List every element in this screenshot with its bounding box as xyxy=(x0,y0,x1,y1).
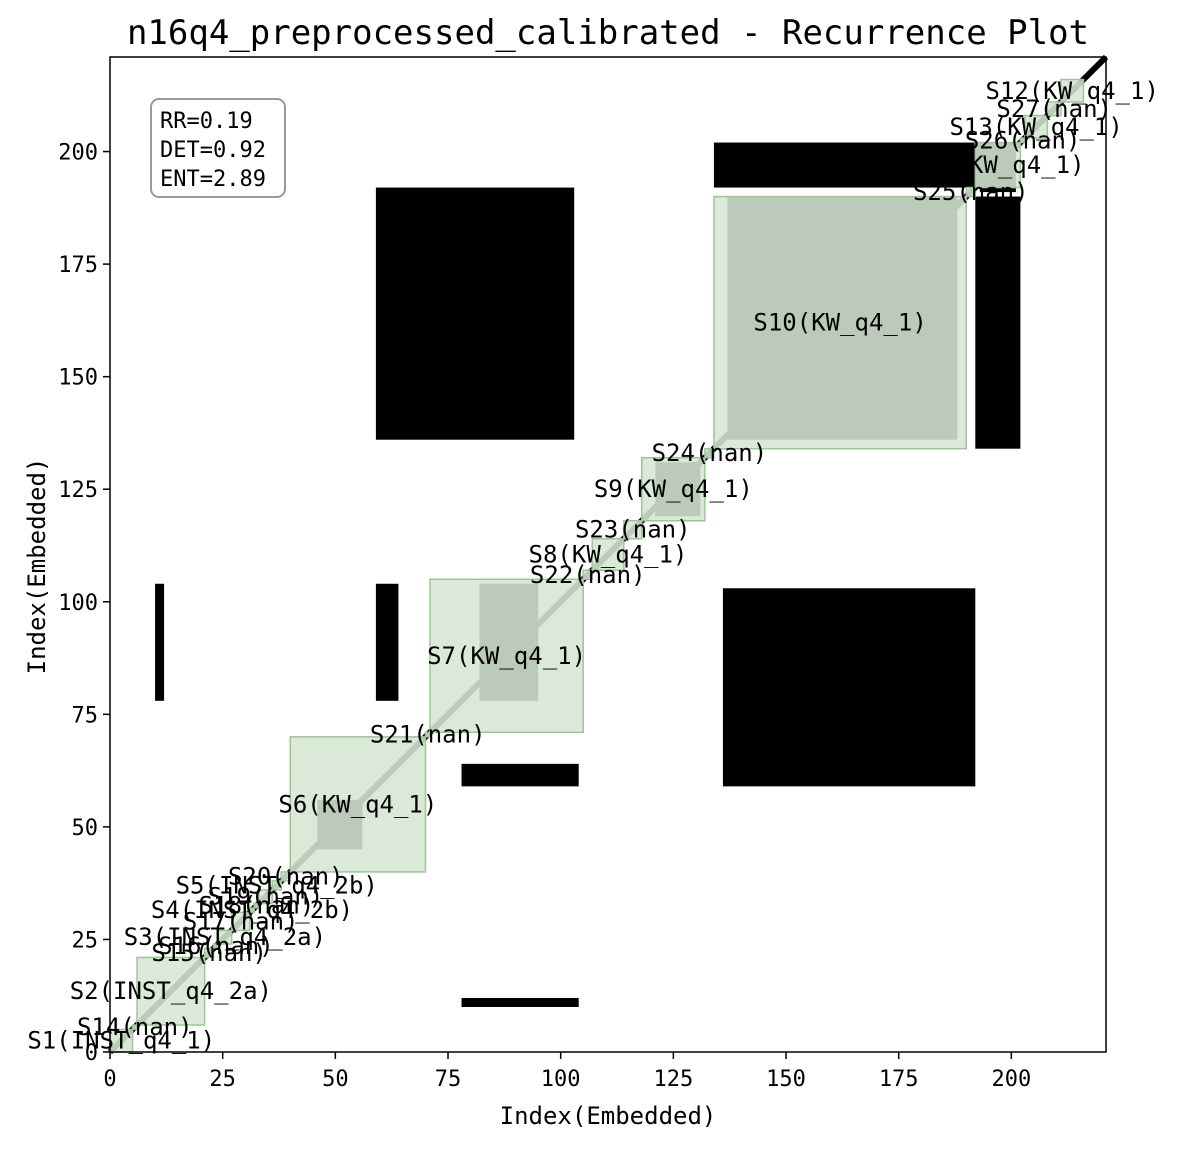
segment-box-15 xyxy=(582,569,593,581)
x-tick-label-6: 150 xyxy=(766,1067,806,1092)
segment-label-20: S10(KW_q4_1) xyxy=(753,309,926,337)
segment-label-0: S1(INST_q4_1) xyxy=(27,1027,215,1055)
segment-label-22: S11(KW_q4_1) xyxy=(911,151,1084,179)
segment-label-15: S22(nan) xyxy=(530,561,646,589)
segment-label-12: S6(KW_q4_1) xyxy=(278,790,437,818)
segment-label-11: S20(nan) xyxy=(228,862,344,890)
segment-box-17 xyxy=(623,519,643,540)
metrics-box-frame xyxy=(150,98,286,198)
segment-label-25: S27(nan) xyxy=(996,95,1112,123)
segment-box-3 xyxy=(203,947,215,959)
y-axis-label: Index(Embedded) xyxy=(23,458,51,675)
segment-label-23: S26(nan) xyxy=(965,126,1081,154)
metrics-box: RR=0.19 DET=0.92 ENT=2.89 xyxy=(150,98,286,198)
y-tick-label-7: 175 xyxy=(58,253,98,278)
x-tick-label-4: 100 xyxy=(541,1067,581,1092)
segment-label-13: S21(nan) xyxy=(370,721,486,749)
segment-label-17: S23(nan) xyxy=(575,516,691,544)
segment-box-9 xyxy=(257,889,273,905)
segment-box-23 xyxy=(1019,137,1026,144)
y-tick-label-1: 25 xyxy=(72,928,99,953)
x-tick-label-7: 175 xyxy=(879,1067,919,1092)
segment-label-1: S14(nan) xyxy=(77,1013,193,1041)
segment-box-7 xyxy=(248,907,255,914)
segment-label-14: S7(KW_q4_1) xyxy=(427,642,586,670)
segment-label-7: S4(INST_q4_2b) xyxy=(151,896,353,924)
segment-label-8: S18(nan) xyxy=(199,892,315,920)
segment-label-4: S16(nan) xyxy=(158,932,274,960)
recurrence-block-11 xyxy=(375,583,399,701)
segment-label-24: S13(KW_q4_1) xyxy=(949,113,1122,141)
segment-label-9: S19(nan) xyxy=(208,883,324,911)
recurrence-block-10 xyxy=(461,763,579,787)
segment-box-14 xyxy=(429,578,584,734)
axes: 0 25 50 75 100 125 150 175 200 0 25 50 75 100 125 150 17… xyxy=(58,56,1107,1092)
x-tick-label-1: 25 xyxy=(209,1067,236,1092)
x-tick-label-0: 0 xyxy=(103,1067,116,1092)
segment-overlays: S1(INST_q4_1)S14(nan) S2(INST_q4_2a) S15(n… xyxy=(27,77,1159,1055)
segment-label-19: S24(nan) xyxy=(652,439,768,467)
y-tick-label-0: 0 xyxy=(85,1041,98,1066)
segment-box-25 xyxy=(1046,101,1062,117)
segment-box-11 xyxy=(280,871,292,882)
segment-box-19 xyxy=(704,447,715,459)
segment-box-24 xyxy=(1024,114,1049,139)
segment-box-16 xyxy=(591,537,625,572)
segment-label-18: S9(KW_q4_1) xyxy=(594,475,753,503)
y-tick-label-4: 100 xyxy=(58,591,98,616)
y-tick-label-2: 50 xyxy=(72,816,99,841)
x-tick-label-5: 125 xyxy=(653,1067,693,1092)
metric-det: DET=0.92 xyxy=(160,138,266,163)
chart-title: n16q4_preprocessed_calibrated - Recurren… xyxy=(127,13,1089,53)
x-tick-label-3: 75 xyxy=(435,1067,462,1092)
segment-box-22 xyxy=(974,141,1022,189)
recurrence-block-13 xyxy=(155,583,165,701)
segment-box-18 xyxy=(641,456,706,522)
segment-box-26 xyxy=(1060,78,1085,103)
recurrence-block-9 xyxy=(722,588,976,787)
segment-box-13 xyxy=(424,731,431,738)
x-tick-label-2: 50 xyxy=(322,1067,349,1092)
metric-ent: ENT=2.89 xyxy=(160,167,266,192)
x-axis-label: Index(Embedded) xyxy=(500,1102,717,1130)
recurrence-block-12 xyxy=(461,997,579,1007)
y-tick-label-6: 150 xyxy=(58,366,98,391)
segment-box-8 xyxy=(253,902,260,909)
segment-label-26: S12(KW_q4_1) xyxy=(986,77,1159,105)
y-tick-label-5: 125 xyxy=(58,478,98,503)
y-tick-label-8: 200 xyxy=(58,141,98,166)
metric-rr: RR=0.19 xyxy=(160,109,253,134)
segment-box-1 xyxy=(131,1024,138,1031)
y-tick-label-3: 75 xyxy=(72,703,99,728)
plot-frame xyxy=(109,56,1107,1053)
segment-box-20 xyxy=(713,195,968,450)
segment-label-5: S3(INST_q4_2a) xyxy=(124,923,326,951)
segment-label-6: S17(nan) xyxy=(183,907,299,935)
segment-label-16: S8(KW_q4_1) xyxy=(529,541,688,569)
segment-box-21 xyxy=(965,186,977,198)
segment-box-5 xyxy=(217,929,233,945)
segment-box-2 xyxy=(136,956,206,1026)
recurrence-block-7 xyxy=(975,196,1021,449)
segment-label-21: S25(nan) xyxy=(913,178,1029,206)
segment-label-2: S2(INST_q4_2a) xyxy=(70,977,272,1005)
segment-label-10: S5(INST_q4_2b) xyxy=(176,871,378,899)
segment-box-4 xyxy=(212,943,219,950)
recurrence-block-8 xyxy=(375,187,575,440)
x-tick-label-8: 200 xyxy=(991,1067,1031,1092)
segment-label-3: S15(nan) xyxy=(151,939,267,967)
segment-box-12 xyxy=(289,736,427,873)
segment-box-6 xyxy=(230,911,251,932)
segment-box-10 xyxy=(271,880,283,891)
recurrence-block-6 xyxy=(713,142,1012,188)
